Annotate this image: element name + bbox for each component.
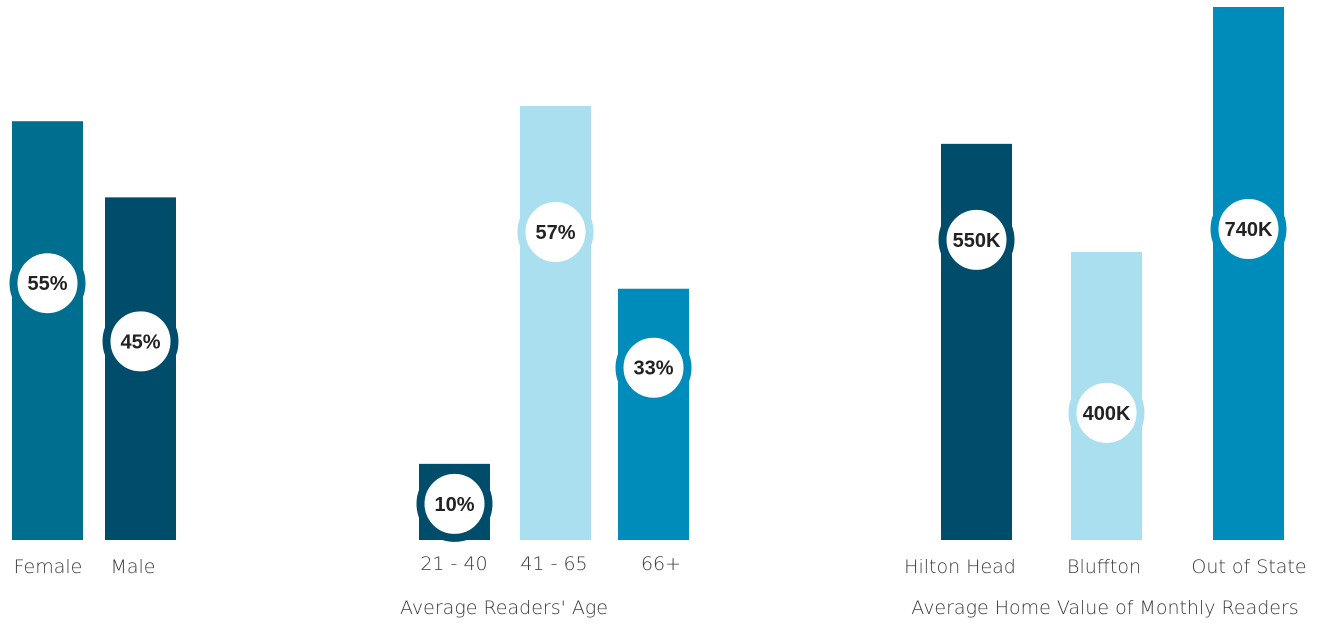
age-value-label-1: 57% <box>535 222 575 244</box>
gender-value-label-1: 45% <box>120 331 160 353</box>
age-category-label-2: 66+ <box>641 553 681 575</box>
home-value-badge-1 <box>1068 374 1145 451</box>
gender-value-label-0: 55% <box>27 273 67 295</box>
home-value-label-2: 740K <box>1225 219 1273 241</box>
age-value-label-0: 10% <box>434 494 474 516</box>
gender-value-badge-1 <box>102 303 179 380</box>
home-value-badge-2 <box>1210 191 1287 267</box>
home-value-badge-0 <box>938 201 1015 278</box>
home-bar-2 <box>1213 7 1284 540</box>
home-value-label-0: 550K <box>953 230 1001 252</box>
age-chart-title: Average Readers' Age <box>400 597 608 619</box>
home-value-label-1: 400K <box>1083 403 1131 425</box>
gender-category-label-1: Male <box>110 556 155 578</box>
age-value-label-2: 33% <box>633 358 673 380</box>
age-bar-1 <box>520 105 591 540</box>
home-category-label-0: Hilton Head <box>904 556 1016 578</box>
age-value-badge-0 <box>416 465 493 542</box>
gender-value-badge-0 <box>9 245 86 322</box>
age-value-badge-1 <box>517 193 594 270</box>
home-value-chart-title: Average Home Value of Monthly Readers <box>911 597 1299 619</box>
age-value-badge-2 <box>615 329 692 406</box>
age-category-label-0: 21 - 40 <box>420 553 487 575</box>
gender-bar-0 <box>12 121 83 540</box>
home-category-label-1: Bluffton <box>1067 556 1141 578</box>
home-category-label-2: Out of State <box>1191 556 1306 578</box>
gender-category-label-0: Female <box>14 556 83 578</box>
age-category-label-1: 41 - 65 <box>520 553 587 575</box>
